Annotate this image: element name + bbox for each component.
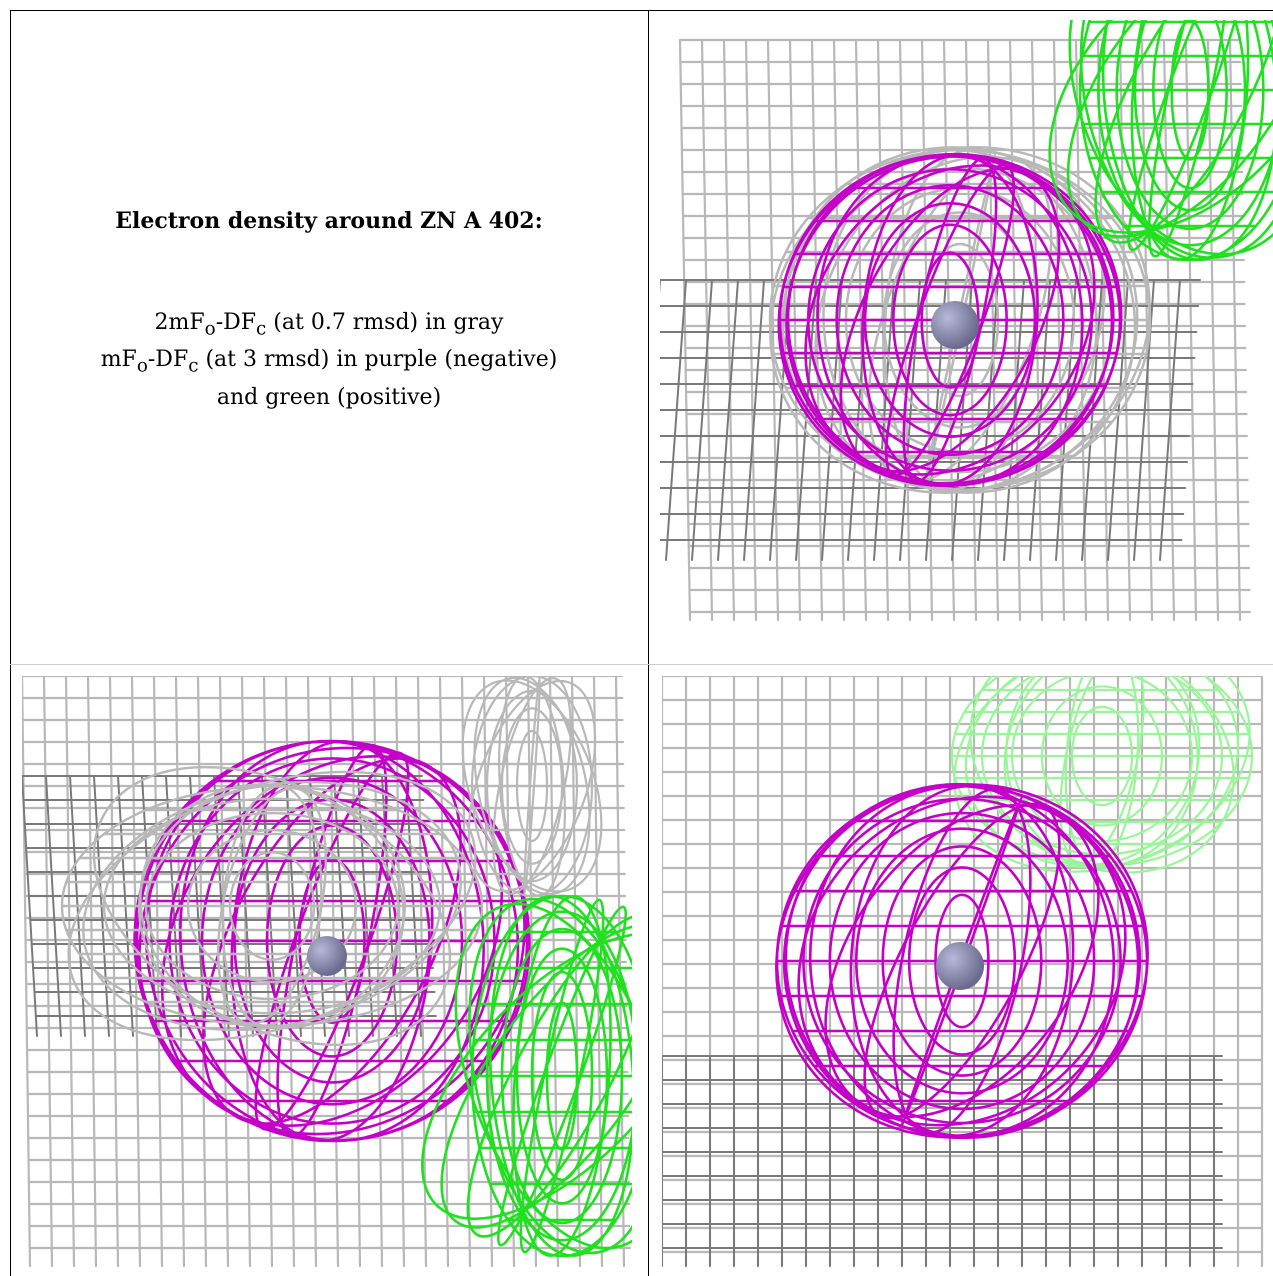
zinc-atom-icon: [307, 936, 347, 976]
caption-line-purple: mFo-DFc (at 3 rmsd) in purple (negative): [100, 347, 558, 377]
caption-line-gray: 2mFo-DFc (at 0.7 rmsd) in gray: [154, 310, 504, 340]
gray-density-mesh-front: [662, 1055, 1223, 1267]
gray-density-lobe: [461, 676, 603, 898]
density-mesh-view-1: [660, 20, 1273, 622]
zinc-atom-icon: [936, 942, 984, 990]
density-mesh-view-2: [22, 676, 632, 1268]
table-border-row: [10, 664, 1273, 665]
caption-description: 2mFo-DFc (at 0.7 rmsd) in gray mFo-DFc (…: [101, 307, 558, 413]
table-border-left: [10, 10, 11, 1276]
caption-line-green: and green (positive): [216, 384, 442, 410]
gray-density-shell: [60, 765, 484, 1047]
negative-density-mesh: [777, 152, 1123, 488]
zinc-atom-icon: [931, 301, 979, 349]
positive-density-mesh: [421, 894, 632, 1258]
density-view-bottom-right: [662, 676, 1268, 1270]
positive-density-mesh: [1048, 20, 1273, 262]
caption-cell: Electron density around ZN A 402: 2mFo-D…: [10, 10, 648, 665]
density-mesh-view-3: [662, 676, 1264, 1268]
density-view-top-right: [660, 20, 1273, 640]
gray-density-mesh-back: [678, 38, 1251, 622]
table-border-middle: [648, 10, 649, 1276]
table-border-top: [10, 10, 1273, 11]
gray-density-shell: [768, 146, 1152, 494]
gray-density-mesh-front: [660, 279, 1201, 561]
density-view-bottom-left: [22, 676, 632, 1268]
caption-title: Electron density around ZN A 402:: [115, 208, 543, 234]
